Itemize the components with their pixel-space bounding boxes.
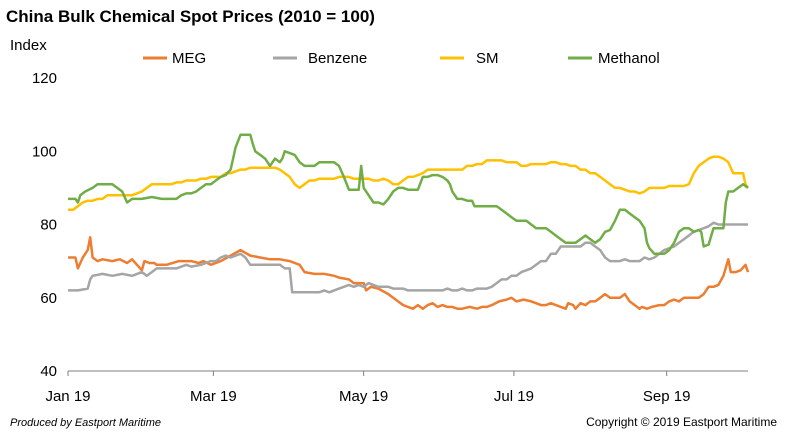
- y-tick-label: 40: [40, 363, 57, 380]
- series-line-benzene: [68, 221, 748, 294]
- y-axis-label: Index: [10, 37, 47, 54]
- legend-label-meg: MEG: [172, 50, 206, 67]
- x-tick-label: Mar 19: [190, 388, 237, 405]
- y-tick-label: 100: [32, 143, 57, 160]
- y-tick-label: 60: [40, 290, 57, 307]
- x-tick-label: Jul 19: [494, 388, 534, 405]
- x-tick-label: Sep 19: [643, 388, 691, 405]
- footer-copyright: Copyright © 2019 Eastport Maritime: [586, 415, 777, 429]
- legend-label-methanol: Methanol: [598, 50, 660, 67]
- legend: MEG Benzene SM Methanol: [143, 50, 660, 67]
- series-line-meg: [68, 236, 750, 310]
- y-axis-ticks: 40 60 80 100 120: [32, 70, 57, 380]
- x-tick-label: Jan 19: [45, 388, 90, 405]
- series-line-sm: [68, 155, 750, 212]
- chart-title: China Bulk Chemical Spot Prices (2010 = …: [6, 7, 375, 26]
- x-axis-ticks: Jan 19 Mar 19 May 19 Jul 19 Sep 19: [45, 371, 690, 405]
- y-tick-label: 120: [32, 70, 57, 87]
- legend-label-benzene: Benzene: [308, 50, 367, 67]
- series-line-methanol: [68, 133, 749, 256]
- x-tick-label: May 19: [339, 388, 388, 405]
- y-tick-label: 80: [40, 217, 57, 234]
- footer-produced-by: Produced by Eastport Maritime: [10, 417, 161, 429]
- series-lines: [68, 133, 750, 310]
- legend-label-sm: SM: [476, 50, 499, 67]
